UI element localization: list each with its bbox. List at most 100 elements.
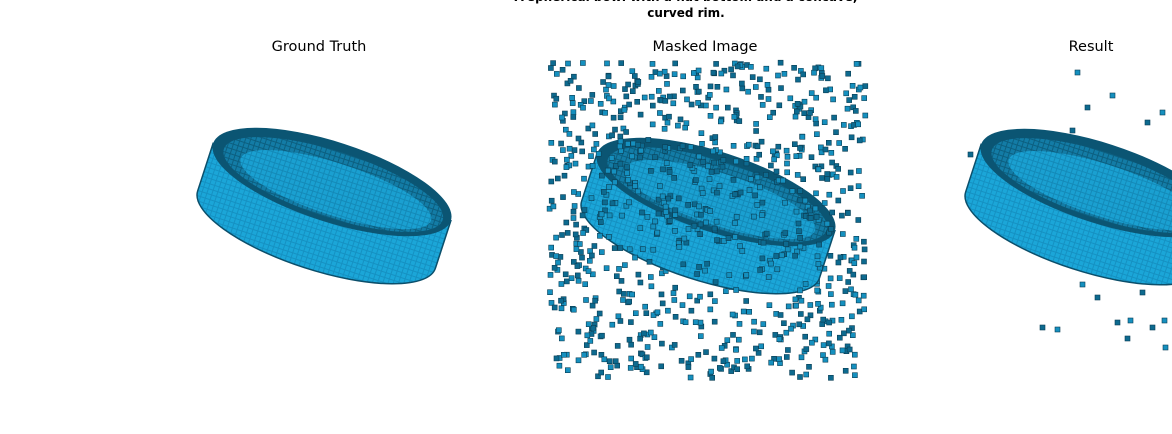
noise-point bbox=[861, 238, 867, 245]
noise-point bbox=[652, 218, 658, 225]
noise-point bbox=[681, 235, 688, 242]
noise-point bbox=[553, 355, 560, 362]
noise-point bbox=[645, 137, 652, 143]
noise-point bbox=[763, 230, 770, 237]
noise-point bbox=[573, 221, 579, 228]
noise-point bbox=[753, 128, 759, 134]
noise-point bbox=[793, 153, 800, 159]
noise-point bbox=[714, 189, 720, 196]
noise-point bbox=[1114, 319, 1121, 326]
noise-point bbox=[605, 82, 612, 88]
noise-point bbox=[818, 144, 824, 151]
noise-point bbox=[794, 101, 801, 107]
noise-point bbox=[611, 168, 617, 175]
noise-point bbox=[753, 345, 759, 352]
noise-point bbox=[785, 347, 791, 353]
noise-point bbox=[815, 300, 821, 307]
noise-point bbox=[1054, 326, 1061, 333]
noise-point bbox=[859, 193, 865, 199]
noise-point bbox=[758, 343, 765, 350]
noise-point bbox=[558, 140, 564, 147]
noise-point bbox=[799, 134, 806, 140]
noise-point bbox=[662, 98, 669, 104]
noise-point bbox=[555, 327, 562, 334]
noise-point bbox=[637, 225, 644, 231]
noise-point bbox=[846, 97, 853, 103]
noise-point bbox=[596, 310, 603, 317]
noise-point bbox=[550, 203, 557, 210]
noise-point bbox=[797, 287, 803, 294]
noise-point bbox=[710, 148, 716, 155]
noise-point bbox=[789, 369, 795, 376]
noise-point bbox=[763, 65, 770, 72]
voxel-bowl bbox=[184, 104, 464, 307]
noise-point bbox=[623, 129, 629, 135]
noise-point bbox=[764, 82, 771, 88]
noise-point bbox=[575, 328, 582, 335]
noise-point bbox=[846, 268, 853, 274]
noise-point bbox=[720, 358, 727, 365]
noise-point bbox=[648, 93, 655, 100]
noise-point bbox=[839, 300, 846, 307]
noise-point bbox=[676, 244, 683, 250]
noise-point bbox=[562, 126, 569, 133]
noise-point bbox=[575, 277, 582, 284]
noise-point bbox=[578, 249, 584, 255]
noise-point bbox=[765, 86, 772, 93]
noise-point bbox=[680, 261, 687, 268]
noise-point bbox=[766, 302, 773, 309]
noise-point bbox=[637, 154, 643, 161]
noise-point bbox=[651, 334, 658, 341]
noise-point bbox=[713, 61, 719, 67]
noise-point bbox=[593, 316, 600, 322]
noise-point bbox=[732, 220, 738, 226]
noise-point bbox=[734, 63, 741, 70]
noise-point bbox=[683, 120, 690, 126]
noise-point bbox=[723, 86, 730, 93]
noise-point bbox=[707, 83, 714, 90]
noise-point bbox=[625, 177, 631, 183]
noise-point bbox=[744, 363, 751, 370]
noise-point bbox=[658, 363, 665, 370]
noise-point bbox=[835, 197, 842, 204]
noise-point bbox=[812, 336, 819, 343]
noise-point bbox=[639, 246, 646, 252]
noise-point bbox=[686, 293, 693, 300]
noise-point bbox=[807, 312, 814, 319]
noise-point bbox=[774, 152, 780, 159]
noise-point bbox=[697, 231, 703, 237]
noise-point bbox=[657, 321, 664, 327]
noise-point bbox=[760, 239, 767, 246]
noise-point bbox=[793, 108, 800, 115]
noise-point bbox=[771, 156, 777, 163]
noise-point bbox=[626, 298, 633, 305]
noise-point bbox=[855, 121, 862, 128]
noise-point bbox=[656, 70, 663, 77]
noise-point bbox=[616, 143, 623, 150]
noise-point bbox=[781, 71, 788, 77]
noise-point bbox=[713, 168, 720, 175]
noise-point bbox=[852, 372, 858, 379]
noise-point bbox=[663, 209, 669, 215]
noise-point bbox=[819, 175, 825, 181]
noise-point bbox=[647, 274, 654, 280]
noise-point bbox=[583, 227, 590, 233]
noise-point bbox=[861, 306, 868, 313]
noise-point bbox=[798, 297, 805, 304]
noise-point bbox=[733, 158, 739, 165]
noise-point bbox=[589, 302, 596, 309]
noise-point bbox=[818, 65, 825, 71]
noise-point bbox=[849, 83, 856, 89]
noise-point bbox=[855, 183, 862, 189]
noise-point bbox=[642, 303, 649, 310]
noise-point bbox=[627, 365, 634, 371]
noise-point bbox=[581, 351, 588, 358]
noise-point bbox=[743, 160, 750, 167]
noise-point bbox=[798, 354, 805, 361]
noise-point bbox=[680, 73, 687, 80]
noise-point bbox=[819, 73, 826, 79]
noise-point bbox=[803, 346, 810, 352]
noise-point bbox=[1109, 92, 1116, 99]
noise-point bbox=[736, 321, 743, 327]
noise-point bbox=[836, 140, 843, 146]
